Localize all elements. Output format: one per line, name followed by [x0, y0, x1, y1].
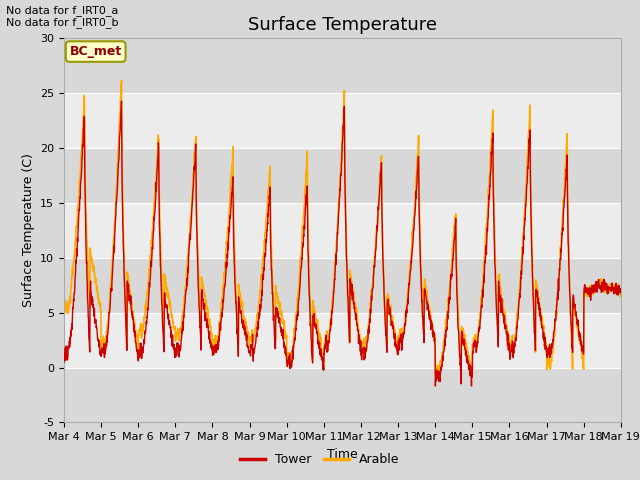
Legend: Tower, Arable: Tower, Arable: [236, 448, 404, 471]
Tower: [371, 263, 379, 269]
Bar: [64, 258, 621, 312]
Bar: [64, 148, 621, 203]
Arable: [359, 345, 367, 351]
Y-axis label: Surface Temperature (C): Surface Temperature (C): [22, 154, 35, 307]
Title: Surface Temperature: Surface Temperature: [248, 16, 437, 34]
Text: No data for f_IRT0_a
No data for f_IRT0_b: No data for f_IRT0_a No data for f_IRT0_…: [6, 5, 119, 28]
Bar: [64, 93, 621, 148]
Tower: [617, 286, 625, 292]
Bar: [64, 203, 621, 258]
Arable: [118, 78, 125, 84]
Arable: [371, 252, 379, 257]
Tower: [359, 349, 367, 355]
Tower: [60, 360, 68, 365]
Tower: [584, 286, 591, 292]
Text: BC_met: BC_met: [70, 45, 122, 58]
Arable: [216, 324, 223, 329]
Arable: [468, 373, 476, 379]
Bar: [64, 38, 621, 93]
Bar: [64, 368, 621, 422]
Arable: [584, 287, 591, 293]
Line: Tower: Tower: [64, 101, 621, 386]
Arable: [617, 288, 625, 294]
Tower: [216, 333, 223, 339]
Tower: [505, 345, 513, 351]
Bar: [64, 312, 621, 368]
Tower: [118, 98, 125, 104]
Arable: [60, 313, 68, 319]
Line: Arable: Arable: [64, 81, 621, 376]
Tower: [431, 383, 439, 389]
Tower: [568, 345, 576, 351]
Arable: [505, 338, 513, 344]
X-axis label: Time: Time: [327, 448, 358, 461]
Arable: [568, 346, 576, 352]
